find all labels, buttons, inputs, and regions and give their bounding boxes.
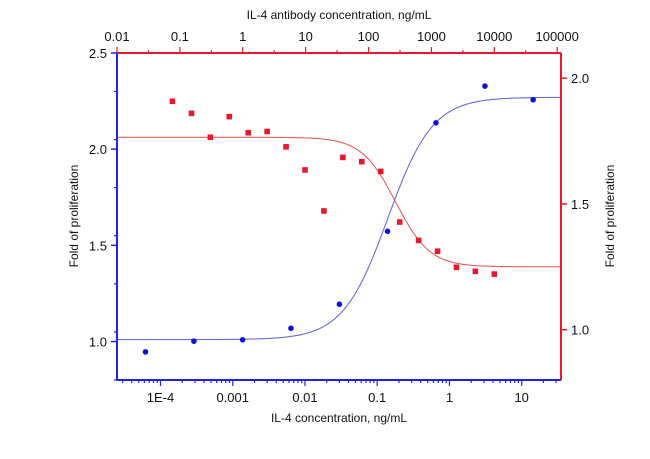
x-top-tick-label: 100000 [535, 29, 578, 44]
x-bottom-tick-label: 0.1 [368, 390, 386, 405]
x-top-axis-title: IL-4 antibody concentration, ng/mL [247, 8, 432, 22]
x-top-tick-label: 1000 [417, 29, 446, 44]
fit-curves [117, 96, 562, 341]
data-point-series-1 [142, 349, 149, 355]
data-point-series-2 [453, 264, 460, 271]
x-bottom-tick-label: 0.01 [292, 390, 317, 405]
y-left-tick-label: 2.0 [89, 142, 107, 157]
data-point-series-2 [434, 248, 441, 255]
y-left-tick-label: 2.5 [89, 46, 107, 61]
x-bottom-tick-label: 1 [446, 390, 453, 405]
data-point-series-2 [226, 113, 233, 120]
data-point-series-1 [288, 325, 294, 332]
y-right-axis-title: Fold of proliferation [603, 165, 617, 268]
data-point-series-1 [191, 338, 197, 344]
data-point-series-2 [396, 219, 403, 225]
data-point-series-1 [239, 336, 246, 343]
data-point-series-2 [283, 144, 289, 150]
x-bottom-tick-label: 10 [514, 390, 528, 405]
y-left-axis-title: Fold of proliferation [67, 165, 81, 268]
axes: 1E-4 0.001 0.01 0.1 1 10 0.01 0.1 1 10 100 1000 1000… [89, 29, 589, 405]
y-right-tick-label: 1.5 [571, 197, 589, 212]
data-point-series-2 [245, 129, 251, 136]
x-top-tick-label: 0.01 [104, 29, 129, 44]
x-top-tick-label: 10 [298, 29, 312, 44]
data-point-series-2 [169, 98, 176, 105]
data-point-series-2 [358, 158, 365, 165]
y-left-tick-label: 1.0 [89, 335, 107, 350]
x-top-tick-label: 100 [358, 29, 380, 44]
data-point-series-2 [264, 128, 270, 135]
x-bottom-tick-label: 0.001 [216, 390, 249, 405]
data-point-series-1 [433, 120, 439, 126]
x-top-tick-label: 1 [239, 29, 246, 44]
data-point-series-2 [188, 110, 195, 117]
y-left-tick-label: 1.5 [89, 238, 107, 253]
data-point-series-2 [491, 271, 498, 277]
data-point-series-2 [321, 208, 327, 214]
fit-curve-series-2 [117, 136, 561, 268]
x-top-tick-label: 10000 [476, 29, 512, 44]
data-point-series-2 [415, 237, 422, 244]
data-point-series-1 [384, 228, 391, 235]
x-top-tick-label: 0.1 [171, 29, 189, 44]
data-point-series-2 [207, 134, 214, 141]
fit-curve-series-1 [117, 96, 562, 341]
data-point-series-1 [482, 83, 488, 89]
data-point-series-1 [530, 96, 536, 103]
data-point-series-2 [340, 154, 346, 161]
data-point-series-2 [302, 167, 308, 173]
data-points [142, 83, 536, 355]
data-point-series-1 [336, 301, 343, 308]
x-bottom-tick-label: 1E-4 [147, 390, 174, 405]
y-right-tick-label: 1.0 [571, 323, 589, 338]
y-right-tick-label: 2.0 [571, 71, 589, 86]
data-point-series-2 [472, 268, 479, 275]
data-point-series-2 [377, 168, 384, 175]
x-bottom-axis-title: IL-4 concentration, ng/mL [271, 411, 407, 425]
